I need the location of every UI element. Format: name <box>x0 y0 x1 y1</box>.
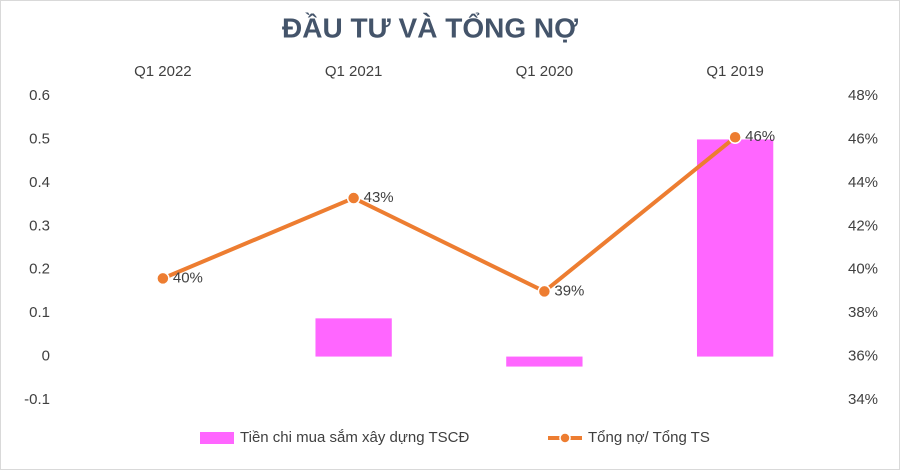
y-tick-label: 0.2 <box>29 261 50 278</box>
x-tick-label: Q1 2019 <box>706 63 764 80</box>
y-tick-label: 0.5 <box>29 130 50 147</box>
y2-tick-label: 44% <box>848 174 878 191</box>
bar <box>696 139 774 357</box>
chart-title: ĐẦU TƯ VÀ TỔNG NỢ <box>282 12 578 43</box>
bar <box>506 356 583 367</box>
data-label: 39% <box>554 282 584 299</box>
data-label: 46% <box>745 128 775 145</box>
y-tick-label: 0.4 <box>29 174 50 191</box>
y-tick-label: 0 <box>42 348 50 365</box>
y2-tick-label: 40% <box>848 261 878 278</box>
line-marker <box>728 130 742 145</box>
y-tick-label: 0.6 <box>29 87 50 104</box>
legend-swatch <box>200 432 234 444</box>
y2-tick-label: 42% <box>848 217 878 234</box>
line <box>162 135 737 294</box>
x-tick-label: Q1 2022 <box>134 63 192 80</box>
y2-tick-label: 38% <box>848 304 878 321</box>
y2-tick-label: 36% <box>848 348 878 365</box>
line-marker <box>346 191 361 205</box>
data-label: 40% <box>173 269 203 286</box>
x-tick-label: Q1 2021 <box>325 63 383 80</box>
bar <box>315 318 392 357</box>
y-tick-label: 0.1 <box>29 304 50 321</box>
line-marker <box>537 284 552 299</box>
legend-label: Tiền chi mua sắm xây dựng TSCĐ <box>240 429 469 446</box>
x-tick-label: Q1 2020 <box>516 63 574 80</box>
line-marker <box>156 271 170 286</box>
y2-tick-label: 46% <box>848 130 878 147</box>
legend-swatch-marker <box>559 432 571 444</box>
y-tick-label: -0.1 <box>24 391 50 408</box>
y2-tick-label: 48% <box>848 87 878 104</box>
data-label: 43% <box>364 189 394 206</box>
y-tick-label: 0.3 <box>29 217 50 234</box>
legend-label: Tổng nợ/ Tổng TS <box>588 429 710 446</box>
y2-tick-label: 34% <box>848 391 878 408</box>
